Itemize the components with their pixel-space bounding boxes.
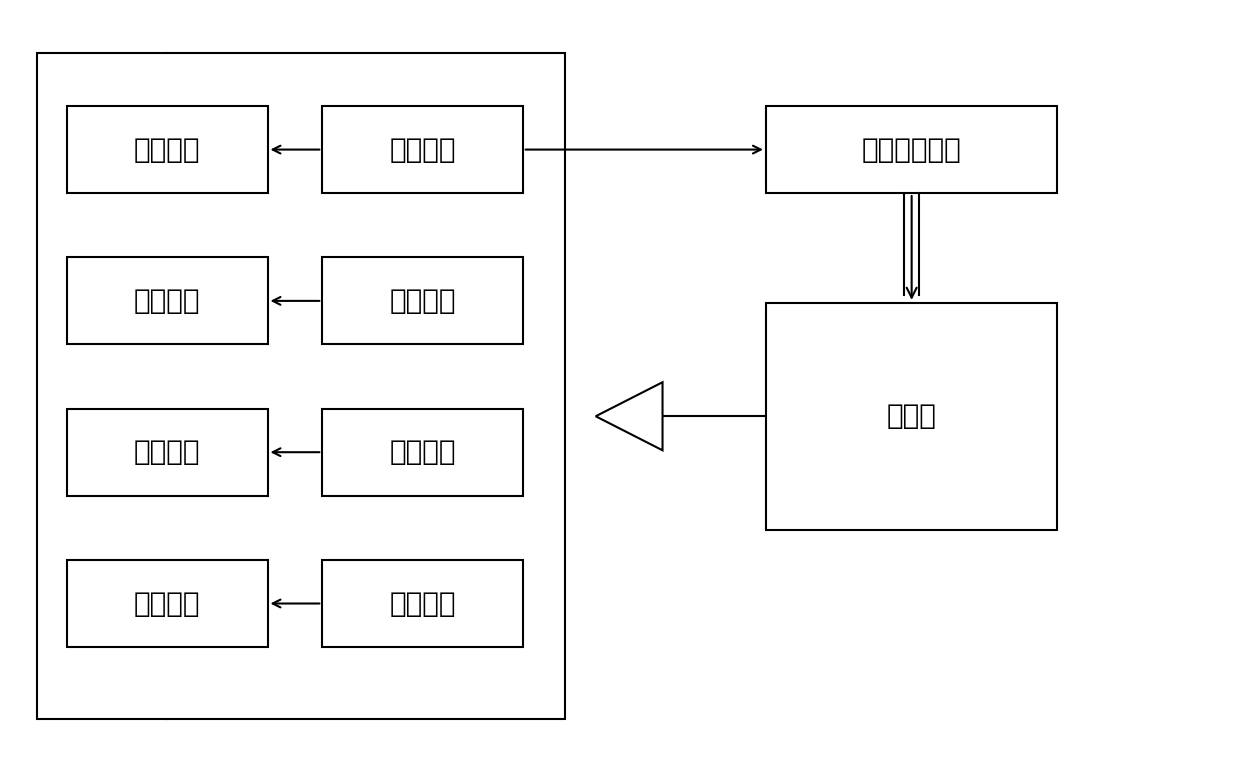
Bar <box>322 257 523 344</box>
Text: 控制器: 控制器 <box>887 402 936 430</box>
Polygon shape <box>595 382 662 450</box>
Bar <box>67 257 268 344</box>
Text: 超级电容: 超级电容 <box>134 136 201 164</box>
Text: 电压检测模块: 电压检测模块 <box>862 136 961 164</box>
Bar <box>766 106 1058 193</box>
Text: 超级电容: 超级电容 <box>134 590 201 618</box>
Text: 超级电容: 超级电容 <box>134 438 201 466</box>
Bar <box>67 106 268 193</box>
Bar <box>766 303 1058 530</box>
Bar <box>67 560 268 647</box>
Text: 放电回路: 放电回路 <box>389 590 456 618</box>
Text: 超级电容: 超级电容 <box>134 287 201 315</box>
Bar <box>322 106 523 193</box>
Text: 放电回路: 放电回路 <box>389 287 456 315</box>
Text: 放电回路: 放电回路 <box>389 136 456 164</box>
Bar <box>67 408 268 496</box>
Text: 放电回路: 放电回路 <box>389 438 456 466</box>
Bar <box>322 560 523 647</box>
Bar <box>37 53 565 719</box>
Bar <box>322 408 523 496</box>
